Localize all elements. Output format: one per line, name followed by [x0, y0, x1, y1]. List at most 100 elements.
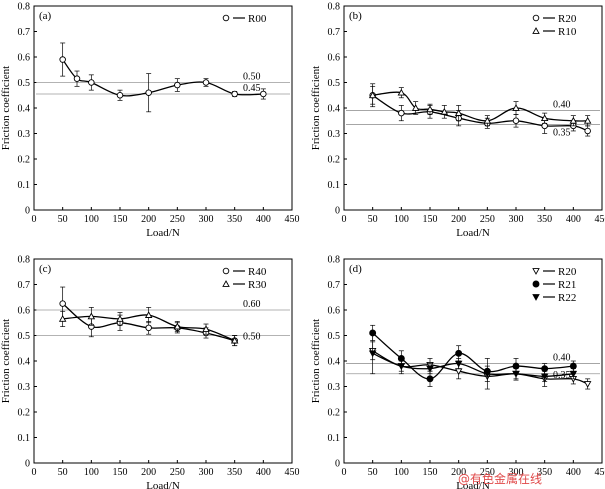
data-point: [483, 116, 492, 124]
y-tick-label: 0.3: [328, 382, 341, 393]
data-point: [174, 81, 181, 89]
y-tick-label: 0.1: [18, 180, 31, 191]
y-tick-label: 0.5: [18, 331, 31, 342]
data-point: [584, 127, 591, 135]
data-point: [483, 370, 492, 378]
y-axis-label: Friction coefficient: [310, 66, 322, 150]
y-tick-label: 0.2: [18, 408, 31, 419]
series-r30: [58, 307, 239, 347]
legend-marker: [222, 267, 230, 275]
x-tick-label: 400: [566, 467, 581, 478]
data-point: [144, 311, 153, 318]
data-point: [569, 370, 578, 378]
data-point: [202, 79, 210, 86]
y-tick-label: 0.2: [328, 408, 341, 419]
data-point: [512, 117, 520, 124]
data-point: [583, 116, 592, 124]
legend-marker: [532, 294, 540, 301]
data-point: [569, 116, 578, 124]
x-tick-label: 50: [58, 467, 68, 478]
data-point: [88, 79, 95, 86]
data-point: [426, 365, 434, 373]
legend-marker: [532, 27, 540, 34]
y-tick-label: 0.1: [18, 433, 31, 444]
y-tick-label: 0.7: [328, 280, 341, 291]
y-tick-label: 0.6: [328, 306, 341, 317]
data-point: [260, 90, 267, 98]
y-tick-label: 0.5: [328, 331, 341, 342]
y-tick-label: 0: [25, 206, 30, 217]
chart-panel-b: 0 50 100 150 200 250 300 350 400 450 0 0.1 0.2 0.3 0.4…: [310, 2, 605, 240]
y-tick-label: 0.3: [328, 129, 341, 140]
x-tick-label: 200: [141, 214, 156, 225]
y-tick-label: 0.3: [18, 129, 31, 140]
y-tick-label: 0.4: [18, 104, 31, 115]
x-tick-label: 200: [451, 467, 466, 478]
y-tick-label: 0.8: [18, 2, 31, 13]
data-point: [426, 105, 434, 113]
x-tick-label: 0: [32, 467, 37, 478]
data-point: [58, 314, 67, 322]
data-point: [454, 360, 463, 368]
data-point: [368, 91, 377, 99]
legend-marker: [222, 280, 230, 287]
data-point: [440, 107, 449, 115]
y-tick-label: 0.6: [328, 53, 341, 64]
x-tick-label: 50: [368, 214, 378, 225]
x-tick-label: 400: [256, 214, 271, 225]
reference-line-label: 0.50: [243, 332, 261, 343]
x-tick-label: 100: [394, 467, 409, 478]
series-r22: [368, 332, 578, 390]
x-axis-label: Load/N: [456, 480, 490, 489]
x-tick-label: 150: [113, 214, 128, 225]
x-axis-label: Load/N: [146, 480, 180, 489]
data-point: [512, 104, 520, 111]
x-tick-label: 450: [595, 214, 605, 225]
data-point: [540, 114, 549, 122]
data-point: [569, 362, 577, 370]
data-point: [230, 336, 239, 344]
legend-label: R40: [248, 266, 267, 278]
x-tick-label: 400: [566, 214, 581, 225]
x-tick-label: 250: [170, 467, 185, 478]
x-tick-label: 450: [285, 214, 300, 225]
x-tick-label: 50: [368, 467, 378, 478]
y-tick-label: 0.4: [328, 357, 341, 368]
y-tick-label: 0.6: [18, 306, 31, 317]
data-point: [231, 90, 238, 98]
x-axis-label: Load/N: [456, 227, 490, 239]
data-point: [87, 312, 96, 320]
x-tick-label: 300: [199, 214, 214, 225]
legend-marker: [532, 280, 540, 288]
y-axis-label: Friction coefficient: [0, 66, 12, 150]
y-axis-label: Friction coefficient: [0, 319, 12, 403]
x-tick-label: 150: [423, 467, 438, 478]
x-tick-label: 350: [227, 214, 242, 225]
legend: R00: [222, 13, 267, 25]
y-tick-label: 0.4: [328, 104, 341, 115]
x-tick-label: 0: [342, 214, 347, 225]
y-tick-label: 0.2: [328, 155, 341, 166]
legend-marker: [222, 14, 230, 22]
data-point: [540, 373, 549, 381]
y-tick-label: 0: [335, 206, 340, 217]
y-tick-label: 0.1: [328, 433, 341, 444]
x-tick-label: 350: [537, 214, 552, 225]
legend-marker: [532, 268, 540, 275]
y-tick-label: 0.6: [18, 53, 31, 64]
x-tick-label: 450: [285, 467, 300, 478]
data-point: [173, 322, 182, 330]
x-tick-label: 250: [170, 214, 185, 225]
legend-label: R30: [248, 279, 267, 291]
panel-label: (a): [39, 10, 52, 22]
y-tick-label: 0.4: [18, 357, 31, 368]
panel-label: (b): [349, 10, 362, 22]
data-point: [397, 355, 405, 362]
x-tick-label: 300: [199, 467, 214, 478]
data-point: [541, 122, 548, 130]
x-tick-label: 350: [537, 467, 552, 478]
x-tick-label: 150: [423, 214, 438, 225]
data-point: [116, 91, 124, 99]
legend-marker: [532, 14, 540, 22]
